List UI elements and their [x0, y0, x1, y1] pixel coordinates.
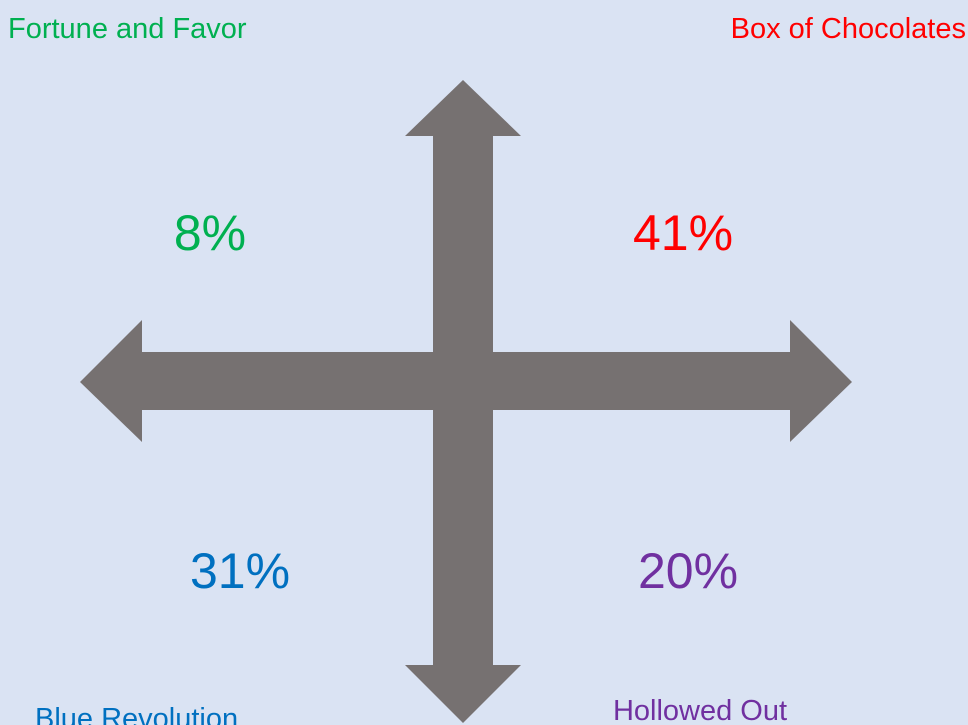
quadrant-value: 20% — [638, 543, 738, 599]
quadrant-name: Fortune and Favor — [8, 13, 247, 45]
quadrant-name: Box of Chocolates — [731, 13, 966, 45]
quadrant-value: 8% — [174, 205, 246, 261]
quadrant-value: 31% — [190, 543, 290, 599]
horizontal-arrow — [80, 320, 852, 442]
quadrant-value: 41% — [633, 205, 733, 261]
quadrant-name: Hollowed Out — [613, 695, 787, 725]
quadrant-name: Blue Revolution — [35, 703, 238, 725]
